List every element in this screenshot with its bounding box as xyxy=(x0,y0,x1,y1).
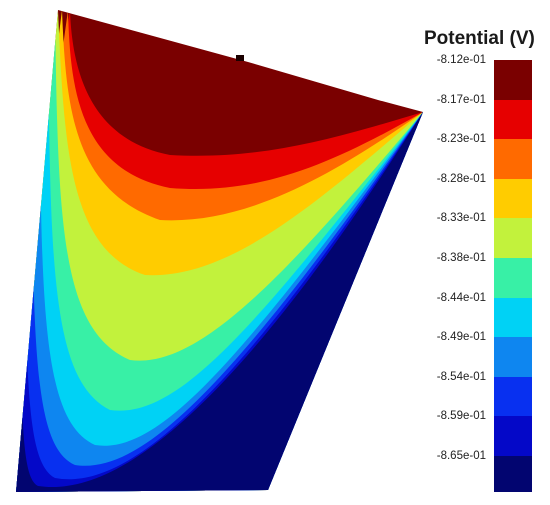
top-edge-tab xyxy=(236,55,244,61)
legend-tick-label: -8.33e-01 xyxy=(436,212,486,225)
colorbar-legend: Potential (V) -8.12e-01 -8.17e-01 -8.23e-0… xyxy=(418,24,550,492)
legend-swatch xyxy=(494,178,532,219)
legend-tick-label: -8.54e-01 xyxy=(436,370,486,383)
legend-swatch xyxy=(494,139,532,180)
legend-swatch xyxy=(494,456,532,492)
legend-swatch xyxy=(494,60,532,101)
legend-tick-label: -8.23e-01 xyxy=(436,133,486,146)
legend-tick-label: -8.44e-01 xyxy=(436,291,486,304)
legend-swatch xyxy=(494,258,532,299)
legend-swatch xyxy=(494,337,532,378)
legend-swatch xyxy=(494,297,532,338)
legend-title: Potential (V) xyxy=(424,28,535,49)
legend-tick-label: -8.59e-01 xyxy=(436,410,486,423)
potential-contour-plot xyxy=(16,10,423,492)
legend-tick-label: -8.49e-01 xyxy=(436,331,486,344)
legend-tick-label: -8.38e-01 xyxy=(436,252,486,264)
legend-swatch xyxy=(494,376,532,417)
legend-tick-label: -8.28e-01 xyxy=(436,172,486,185)
legend-swatch xyxy=(494,416,532,457)
legend-swatch xyxy=(494,218,532,259)
legend-tick-label: -8.65e-01 xyxy=(436,450,486,462)
legend-swatch xyxy=(494,99,532,140)
legend-tick-label: -8.12e-01 xyxy=(436,54,486,66)
legend-tick-label: -8.17e-01 xyxy=(436,93,486,106)
